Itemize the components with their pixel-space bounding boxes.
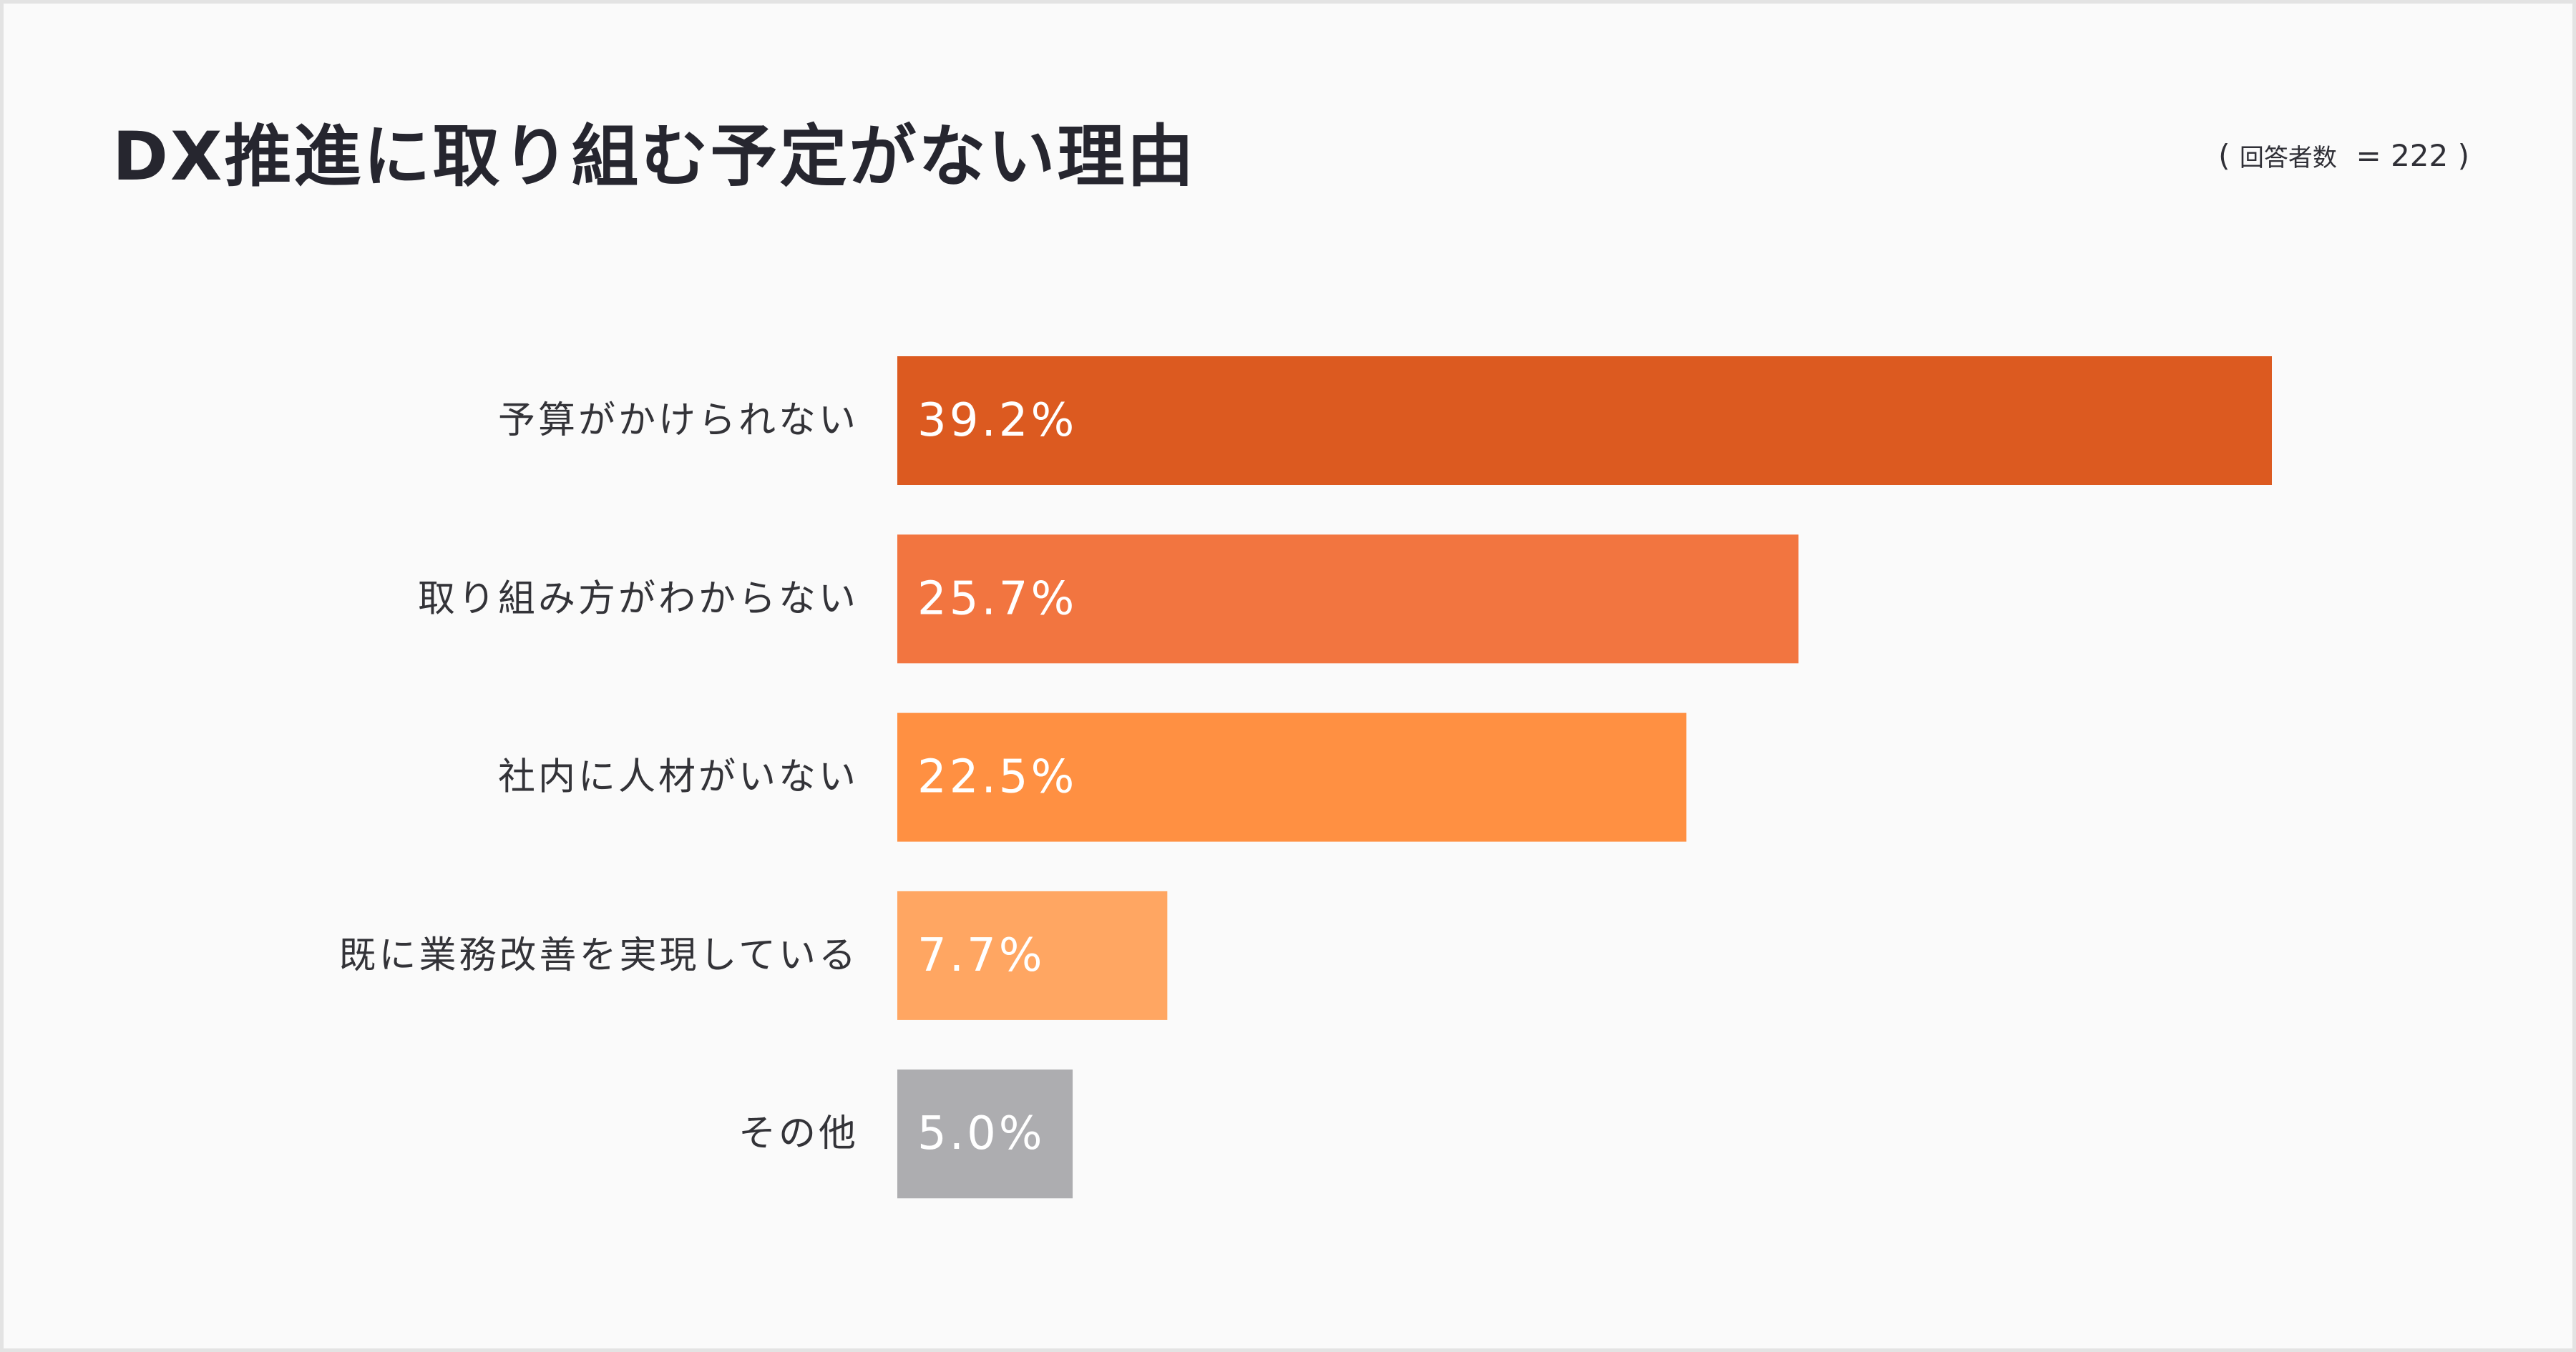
category-label-2: 取り組み方がわからない [418, 577, 859, 620]
respondent-count-value: = 222 [2356, 138, 2449, 173]
bar-1 [897, 356, 2272, 485]
respondent-count: ( 回答者数 = 222 ) [2218, 138, 2469, 173]
value-label-5: 5.0% [917, 1107, 1045, 1160]
value-label-4: 7.7% [917, 929, 1045, 982]
value-label-1: 39.2% [917, 394, 1077, 447]
respondent-open-paren: ( [2218, 138, 2240, 173]
value-label-2: 25.7% [917, 572, 1077, 625]
respondent-count-label: 回答者数 [2239, 144, 2337, 172]
value-label-3: 22.5% [917, 751, 1077, 804]
respondent-close-paren: ) [2448, 138, 2469, 173]
category-label-4: 既に業務改善を実現している [339, 934, 859, 977]
chart-title: DX推進に取り組む予定がない理由 [112, 118, 1196, 196]
category-label-3: 社内に人材がいない [498, 756, 859, 799]
category-label-1: 予算がかけられない [498, 399, 859, 442]
bar-5 [897, 1069, 1073, 1199]
bar-chart: 予算がかけられない 39.2% 取り組み方がわからない 25.7% 社内に人材がいない 2… [339, 356, 2272, 1199]
bar-2 [897, 534, 1799, 664]
bar-3 [897, 712, 1687, 842]
bar-4 [897, 891, 1168, 1020]
category-label-5: その他 [738, 1112, 859, 1155]
